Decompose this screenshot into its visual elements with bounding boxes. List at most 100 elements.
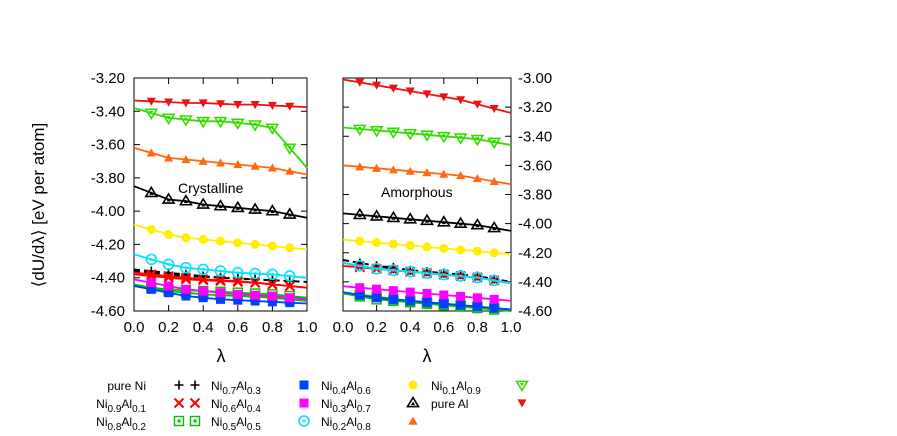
legend-label: pure Ni (107, 379, 146, 393)
data-point (250, 290, 260, 300)
data-point (405, 87, 415, 96)
legend-marker (174, 380, 184, 390)
data-point (355, 236, 365, 246)
data-point (146, 278, 156, 288)
data-point (355, 290, 365, 300)
data-point (146, 148, 156, 157)
y-tick-label: -4.60 (518, 303, 552, 320)
data-point (285, 293, 295, 303)
data-point (439, 169, 449, 178)
data-point (456, 171, 466, 180)
data-point (388, 84, 398, 93)
data-point (250, 239, 260, 249)
data-point (403, 212, 418, 224)
data-point (178, 194, 193, 206)
data-point (213, 199, 228, 211)
data-point (472, 173, 482, 183)
x-tick-label: 0.0 (333, 319, 354, 336)
data-point (249, 267, 261, 280)
data-point (181, 155, 191, 164)
data-point (232, 266, 244, 279)
data-point (196, 197, 211, 209)
data-point (387, 264, 400, 277)
data-point (489, 176, 499, 185)
data-point (216, 100, 225, 109)
data-point (267, 241, 277, 251)
data-point (436, 215, 451, 227)
data-point (198, 234, 208, 244)
data-point (198, 156, 208, 165)
data-point (230, 118, 245, 130)
data-point (489, 303, 499, 313)
data-point (487, 137, 502, 150)
data-point (248, 120, 263, 132)
data-point (422, 297, 432, 307)
data-point (196, 116, 211, 129)
y-tick-label: -3.80 (91, 170, 125, 187)
legend: pure NiNi0.9Al0.1Ni0.8Al0.2Ni0.7Al0.3Ni0… (96, 379, 529, 433)
data-point (489, 294, 499, 304)
legend-marker (299, 398, 309, 408)
data-point (180, 272, 192, 283)
data-point (439, 299, 449, 309)
x-tick-label: 0.6 (227, 319, 248, 336)
data-point (214, 265, 227, 277)
data-point (355, 162, 365, 171)
data-point (215, 275, 226, 286)
y-tick-label: -3.80 (518, 187, 552, 204)
data-point (181, 99, 191, 108)
data-point (420, 213, 434, 226)
data-point (216, 158, 225, 167)
data-point (198, 293, 208, 303)
data-point (439, 243, 449, 253)
y-tick-label: -4.00 (518, 216, 552, 233)
legend-marker (406, 395, 420, 408)
data-point (454, 270, 467, 282)
data-point (267, 291, 277, 301)
legend-label: Ni0.8Al0.2 (96, 415, 146, 433)
data-point (352, 207, 367, 220)
data-point (164, 98, 174, 107)
data-point (422, 168, 432, 177)
x-tick-label: 0.2 (366, 319, 387, 336)
series-red_tri (133, 97, 308, 111)
data-point (470, 218, 485, 230)
data-point (144, 185, 159, 198)
data-point (372, 293, 382, 303)
y-tick-label: -3.40 (518, 128, 552, 145)
y-tick-label: -4.20 (91, 236, 125, 253)
data-point (283, 270, 296, 282)
legend-marker (190, 380, 200, 390)
data-point (487, 220, 502, 233)
data-point (181, 233, 191, 243)
data-point (489, 248, 499, 258)
data-point (146, 284, 156, 294)
data-point (233, 160, 243, 169)
data-point (164, 288, 174, 298)
legend-marker (298, 415, 310, 427)
y-axis-label: ⟨dU/dλ⟩ [eV per atom] (29, 123, 48, 287)
data-point (233, 238, 243, 248)
data-point (405, 287, 415, 297)
data-point (388, 165, 398, 174)
data-point (233, 289, 243, 299)
data-point (372, 284, 382, 294)
data-point (353, 260, 366, 272)
data-point (285, 102, 295, 111)
legend-label: Ni0.4Al0.6 (321, 379, 371, 397)
data-point (285, 166, 295, 175)
data-point (285, 298, 295, 308)
data-point (403, 128, 418, 141)
data-point (456, 245, 466, 255)
data-point (180, 261, 192, 274)
series-ni03 (342, 283, 512, 304)
series-ni02 (342, 260, 512, 287)
data-point (388, 294, 398, 304)
data-point (161, 113, 176, 125)
data-point (453, 133, 468, 145)
series-green_tri (133, 107, 308, 169)
data-point (164, 229, 174, 239)
data-point (146, 97, 156, 106)
legend-marker (189, 415, 201, 427)
y-tick-label: -3.60 (91, 137, 125, 154)
